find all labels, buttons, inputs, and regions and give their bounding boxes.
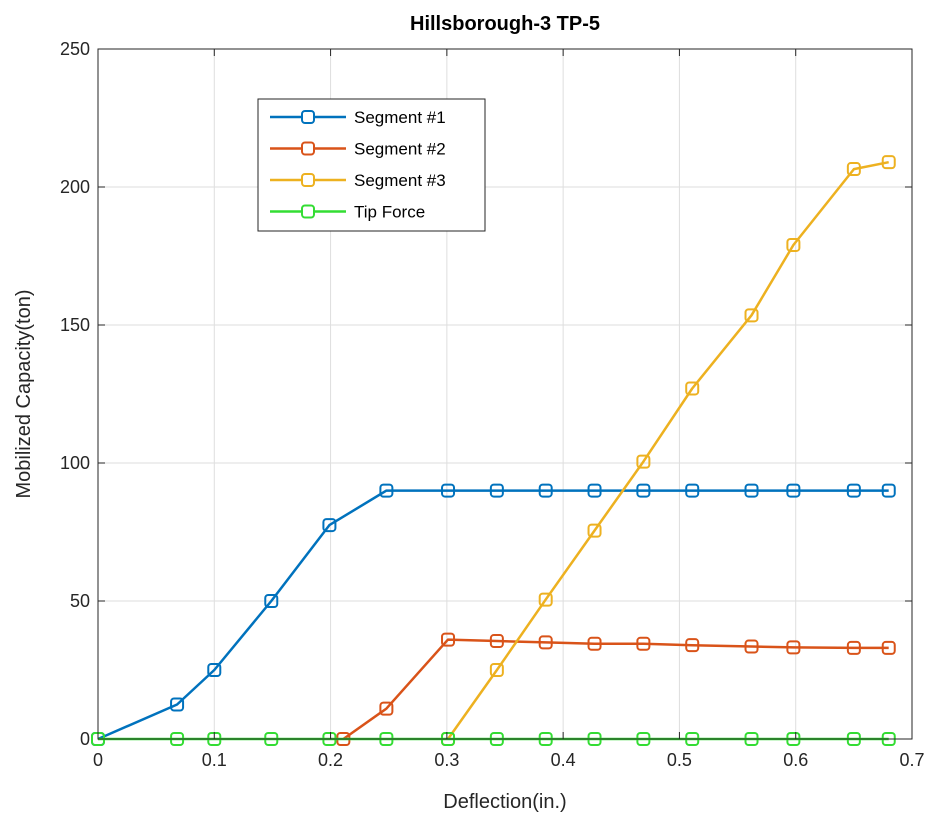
chart-title: Hillsborough-3 TP-5 [410, 13, 600, 35]
y-tick-label: 100 [60, 453, 90, 473]
data-point-segment-3 [489, 663, 504, 677]
data-point-segment-3 [846, 162, 861, 177]
series-segment-1 [91, 483, 896, 746]
data-point-segment-1 [587, 483, 602, 498]
x-tick-label: 0.5 [667, 750, 692, 770]
legend: Segment #1 Segment #2 Segment #3 Tip Force [257, 98, 486, 232]
data-point-segment-3 [587, 523, 602, 538]
legend-swatch-marker [301, 204, 315, 219]
y-tick-label: 0 [80, 729, 90, 749]
data-point-segment-2 [881, 640, 896, 655]
data-point-segment-3 [786, 237, 801, 252]
x-tick-label: 0.3 [434, 750, 459, 770]
data-point-segment-1 [264, 594, 279, 608]
x-axis-label: Deflection(in.) [443, 791, 566, 813]
data-point-segment-1 [685, 483, 700, 498]
data-point-segment-1 [322, 518, 337, 533]
data-point-segment-2 [379, 701, 394, 716]
series-line-segment-1 [97, 489, 889, 741]
x-tick-label: 0.2 [318, 750, 343, 770]
series-segment-2 [336, 632, 896, 746]
legend-swatch-marker [301, 141, 315, 156]
data-point-segment-1 [538, 483, 553, 498]
data-point-segment-2 [538, 635, 553, 650]
plot-frame [97, 48, 913, 740]
data-point-segment-3 [685, 381, 700, 396]
legend-label: Segment #1 [354, 108, 446, 127]
data-point-segment-1 [786, 483, 801, 498]
plot-area [98, 49, 912, 739]
series-line-segment-2 [342, 638, 889, 741]
legend-item-segment-3: Segment #3 [270, 171, 446, 190]
series-segment-3 [441, 155, 896, 746]
legend-item-tip-force: Tip Force [270, 203, 425, 222]
data-point-segment-3 [881, 155, 896, 170]
data-point-segment-2 [587, 636, 602, 651]
data-point-segment-1 [441, 483, 456, 498]
data-point-segment-3 [744, 308, 759, 323]
legend-swatch-marker [301, 110, 315, 124]
data-point-segment-1 [744, 483, 759, 498]
data-point-segment-1 [489, 483, 504, 498]
legend-box [257, 98, 486, 232]
data-point-segment-3 [636, 454, 651, 469]
y-axis-label: Mobilized Capacity(ton) [13, 290, 35, 499]
legend-item-segment-1: Segment #1 [270, 108, 446, 127]
legend-label: Segment #2 [354, 140, 446, 159]
y-tick-label: 250 [60, 39, 90, 59]
x-tick-label: 0.1 [202, 750, 227, 770]
legend-label: Segment #3 [354, 171, 446, 190]
x-tick-label: 0.4 [551, 750, 576, 770]
data-point-segment-1 [881, 483, 896, 498]
data-point-segment-2 [685, 638, 700, 653]
data-point-segment-2 [441, 632, 456, 647]
data-point-segment-1 [207, 663, 222, 677]
data-point-segment-1 [379, 483, 394, 498]
data-point-segment-2 [489, 634, 504, 649]
data-point-segment-3 [538, 592, 553, 607]
legend-item-segment-2: Segment #2 [270, 140, 446, 159]
data-point-segment-1 [170, 697, 185, 712]
data-point-segment-2 [846, 640, 861, 655]
data-point-segment-2 [744, 639, 759, 654]
x-tick-label: 0 [93, 750, 103, 770]
x-tick-label: 0.6 [783, 750, 808, 770]
data-point-segment-1 [636, 483, 651, 498]
data-point-segment-2 [636, 636, 651, 651]
y-tick-label: 50 [70, 591, 90, 611]
y-tick-label: 200 [60, 177, 90, 197]
data-point-segment-1 [846, 483, 861, 498]
y-tick-label: 150 [60, 315, 90, 335]
legend-swatch-marker [301, 173, 315, 187]
tick-layer: 0 0.1 0.2 0.3 0.4 0.5 0.6 0.7 0 50 100 150 200 250 [60, 39, 925, 770]
series-line-segment-3 [446, 160, 889, 740]
x-tick-label: 0.7 [899, 750, 924, 770]
legend-label: Tip Force [354, 203, 425, 222]
data-point-segment-2 [786, 640, 801, 655]
